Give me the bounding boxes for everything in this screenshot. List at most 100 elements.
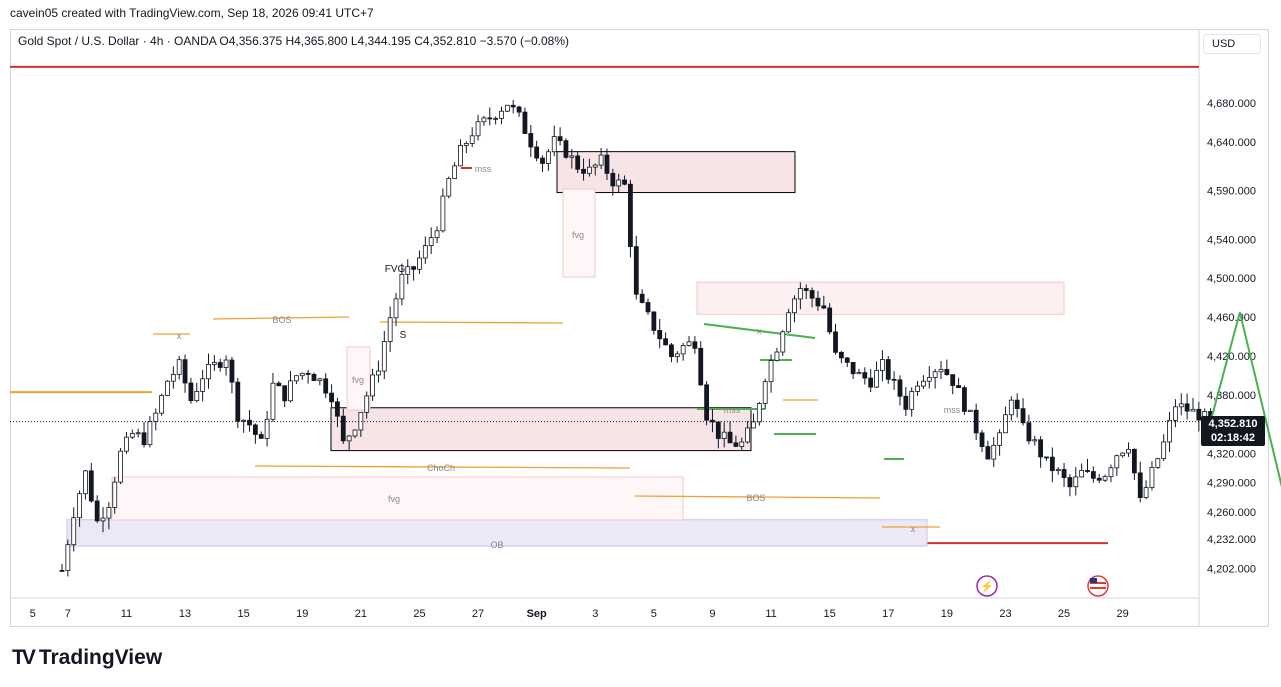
candle bbox=[1003, 414, 1008, 434]
candle bbox=[247, 419, 252, 426]
candle bbox=[159, 395, 165, 414]
candle bbox=[545, 151, 551, 164]
candle bbox=[469, 135, 475, 144]
candle bbox=[762, 381, 768, 404]
candle bbox=[340, 415, 346, 442]
candle bbox=[124, 436, 129, 452]
candle bbox=[581, 168, 586, 174]
candle bbox=[1055, 469, 1061, 472]
y-tick-label: 4,420.000 bbox=[1207, 351, 1256, 363]
candle bbox=[1131, 448, 1137, 474]
candle bbox=[815, 297, 821, 307]
candle bbox=[932, 371, 938, 378]
candle bbox=[1149, 467, 1155, 488]
candle bbox=[88, 470, 94, 502]
candle bbox=[885, 359, 891, 380]
candle bbox=[165, 380, 170, 396]
candle bbox=[844, 357, 850, 363]
candle bbox=[235, 381, 241, 422]
candle bbox=[669, 344, 674, 358]
candle bbox=[153, 412, 159, 422]
trend-line bbox=[703, 323, 816, 339]
candle bbox=[727, 431, 733, 444]
candle bbox=[956, 385, 961, 389]
candle bbox=[270, 382, 276, 420]
candle bbox=[1190, 408, 1196, 412]
candle bbox=[751, 421, 756, 429]
flag-canton bbox=[1090, 578, 1097, 583]
candle bbox=[223, 359, 229, 368]
candle bbox=[264, 418, 270, 439]
candle bbox=[1178, 403, 1184, 408]
candle bbox=[692, 341, 698, 349]
candle bbox=[170, 373, 176, 382]
candle bbox=[663, 338, 668, 346]
x-tick-label: 11 bbox=[765, 608, 776, 620]
candle bbox=[891, 378, 897, 381]
candle bbox=[557, 136, 563, 142]
candle bbox=[188, 382, 194, 402]
candle bbox=[217, 362, 223, 368]
candle bbox=[803, 288, 809, 291]
candle bbox=[774, 351, 780, 361]
symbol-legend[interactable]: Gold Spot / U.S. Dollar · 4h · OANDA O4,… bbox=[18, 34, 570, 48]
candle bbox=[633, 246, 639, 295]
candle bbox=[370, 374, 375, 397]
candle bbox=[428, 237, 434, 247]
candle bbox=[756, 403, 762, 423]
candle bbox=[299, 372, 305, 377]
currency-selector[interactable]: USD bbox=[1203, 34, 1261, 54]
candle bbox=[938, 369, 944, 373]
candle bbox=[376, 370, 381, 376]
last-price-tag: 4,352.810 02:18:42 bbox=[1201, 416, 1265, 446]
y-tick-label: 4,540.000 bbox=[1207, 234, 1256, 246]
candle bbox=[616, 179, 622, 187]
candle bbox=[276, 382, 282, 387]
candle bbox=[118, 450, 123, 483]
candle bbox=[252, 424, 258, 435]
candle bbox=[387, 317, 393, 342]
candle bbox=[628, 183, 633, 248]
structure-line bbox=[379, 321, 564, 324]
candle bbox=[657, 330, 663, 340]
event-lightning-icon bbox=[976, 575, 998, 597]
annotation-label: OB bbox=[490, 540, 503, 550]
y-tick-label: 4,232.000 bbox=[1207, 534, 1256, 546]
supply-zone-target bbox=[696, 281, 1065, 315]
candle bbox=[504, 104, 510, 112]
candle bbox=[715, 421, 721, 439]
annotation-label: mss bbox=[475, 164, 492, 174]
candle bbox=[797, 288, 803, 300]
candle bbox=[323, 378, 329, 394]
candle bbox=[1143, 487, 1149, 498]
bar-countdown: 02:18:42 bbox=[1210, 432, 1256, 444]
candle bbox=[422, 245, 428, 259]
y-tick-label: 4,380.000 bbox=[1207, 390, 1256, 402]
candle bbox=[1049, 456, 1055, 472]
y-tick-label: 4,640.000 bbox=[1207, 137, 1256, 149]
structure-line bbox=[634, 495, 881, 499]
candle bbox=[979, 432, 985, 447]
candle bbox=[77, 493, 82, 519]
tradingview-brand[interactable]: TV TradingView bbox=[12, 646, 162, 670]
last-price-value: 4,352.810 bbox=[1208, 418, 1258, 430]
x-tick-label: 29 bbox=[1117, 608, 1129, 620]
candle bbox=[1184, 403, 1190, 412]
y-tick-label: 4,290.000 bbox=[1207, 478, 1256, 490]
candle bbox=[1085, 470, 1090, 472]
x-tick-label: 7 bbox=[65, 608, 71, 620]
candle bbox=[598, 154, 604, 166]
candle bbox=[540, 157, 545, 164]
candle bbox=[651, 311, 657, 331]
candle bbox=[833, 331, 838, 353]
candle bbox=[1044, 456, 1049, 459]
x-tick-label: 5 bbox=[651, 608, 657, 620]
candle bbox=[135, 432, 141, 435]
x-tick-label: 11 bbox=[121, 608, 132, 620]
candle bbox=[1108, 467, 1114, 477]
tradingview-logo-icon: TV bbox=[12, 646, 36, 669]
candle bbox=[721, 431, 727, 439]
x-tick-label: 15 bbox=[824, 608, 836, 620]
candle bbox=[733, 442, 739, 447]
